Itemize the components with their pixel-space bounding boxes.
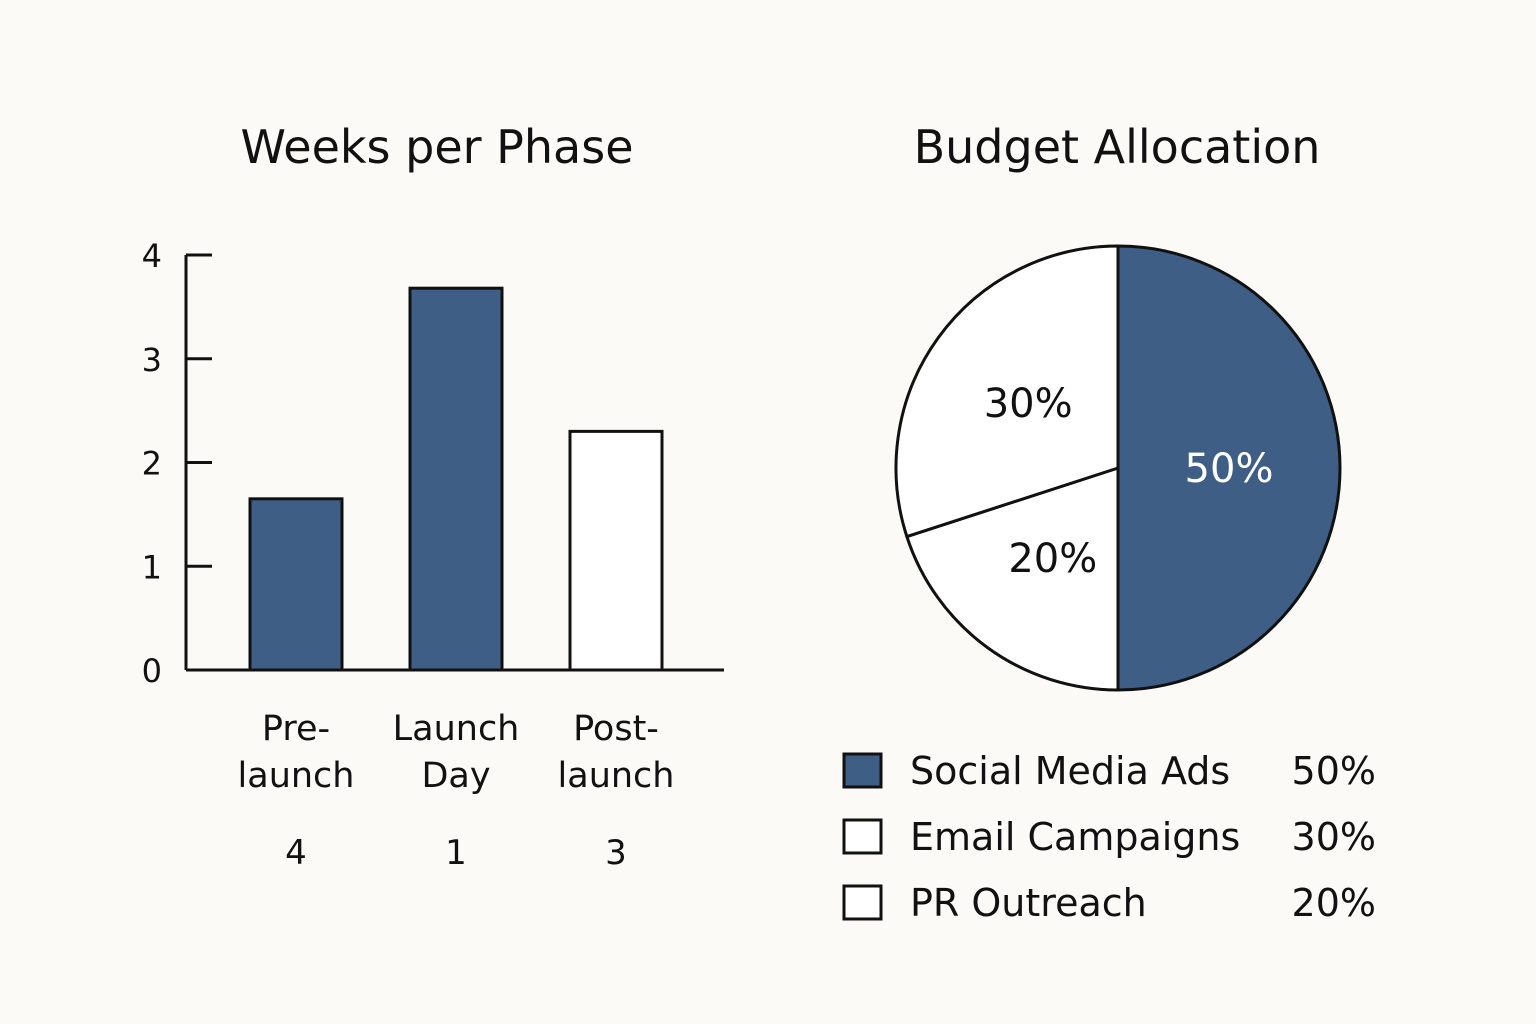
pie-slice-label: 20% <box>1008 536 1097 582</box>
bar-category-label: launch <box>238 756 355 796</box>
pie-slices <box>894 244 1342 692</box>
legend-label: Social Media Ads <box>910 749 1230 793</box>
bar-category-label: Post- <box>573 709 659 749</box>
bar-y-tick-label: 4 <box>142 237 162 275</box>
legend-value: 30% <box>1292 815 1376 859</box>
pie-slice-social-media-ads <box>1116 244 1342 692</box>
bar-category-label: Day <box>421 756 490 796</box>
pie-slice-email-campaigns <box>894 244 1120 539</box>
legend-swatch <box>842 752 883 789</box>
bar-under-label: 3 <box>605 833 627 873</box>
bar-chart-title: Weeks per Phase <box>241 120 634 174</box>
bar-3 <box>568 429 664 672</box>
bar-y-tick-label: 1 <box>142 548 162 586</box>
bar-category-labels: Pre-launch 4 Launch Day 1 Post-launch 3 <box>238 709 675 873</box>
bar-y-tick-label: 3 <box>142 341 162 379</box>
pie-slice-labels: 50% 20% 30% <box>984 381 1274 582</box>
bar-under-label: 1 <box>445 833 467 873</box>
bar-marks <box>248 286 664 672</box>
legend-label: Email Campaigns <box>910 815 1240 859</box>
pie-slice-pr-outreach <box>905 466 1120 692</box>
bar-category-label: launch <box>558 756 675 796</box>
bar-chart: Weeks per Phase 0 1 2 3 4 Pre-launch 4 Launch D… <box>142 120 724 873</box>
bar-category-label: Launch <box>393 709 520 749</box>
legend-swatch <box>842 884 883 921</box>
legend-value: 20% <box>1292 881 1376 925</box>
bar-1 <box>248 497 344 672</box>
pie-chart-title: Budget Allocation <box>914 120 1321 174</box>
pie-chart: Budget Allocation 50% 20% 30% Social Media… <box>842 120 1376 925</box>
legend-value: 50% <box>1292 749 1376 793</box>
pie-slice-label: 50% <box>1185 446 1274 492</box>
bar-y-tick-label: 2 <box>142 445 162 483</box>
pie-legend: Social Media Ads 50% Email Campaigns 30% PR … <box>842 749 1376 925</box>
bar-y-ticks: 0 1 2 3 4 <box>142 237 212 690</box>
bar-under-label: 4 <box>285 833 307 873</box>
pie-slice-label: 30% <box>984 381 1073 427</box>
legend-label: PR Outreach <box>910 881 1147 925</box>
bar-category-label: Pre- <box>262 709 330 749</box>
legend-swatch <box>842 818 883 855</box>
bar-y-tick-label: 0 <box>142 652 162 690</box>
bar-2 <box>408 286 504 672</box>
